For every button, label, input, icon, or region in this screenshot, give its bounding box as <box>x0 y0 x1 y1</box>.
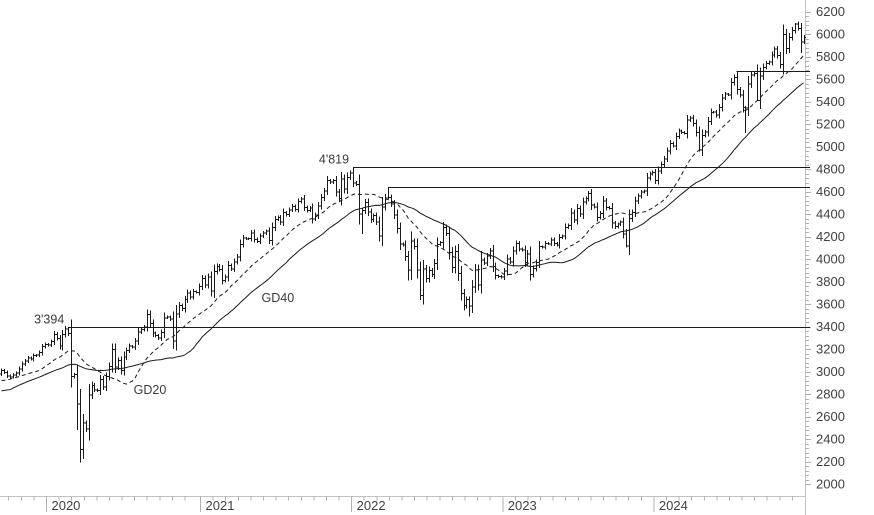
y-tick-label: 2800 <box>816 387 845 402</box>
ohlc-bars <box>0 21 807 463</box>
y-tick-label: 3600 <box>816 297 845 312</box>
y-tick-label: 3400 <box>816 319 845 334</box>
gd20-label: GD20 <box>134 383 167 397</box>
x-year-label: 2024 <box>659 498 688 513</box>
y-tick-label: 4400 <box>816 207 845 222</box>
x-axis-ticks-and-labels: 2020 2021 2022 2023 2024 <box>8 496 793 513</box>
x-year-label: 2021 <box>206 498 235 513</box>
gd40-moving-average-line <box>1 82 804 392</box>
level-line-label-3394: 3'394 <box>34 313 64 327</box>
y-tick-label: 4200 <box>816 229 845 244</box>
y-tick-label: 3800 <box>816 274 845 289</box>
y-tick-label: 5600 <box>816 72 845 87</box>
y-axis-ticks-and-labels: 6200 6000 5800 5600 5400 5200 5000 4800 4600 4400… <box>805 4 845 492</box>
axes <box>0 0 806 515</box>
y-tick-label: 2200 <box>816 454 845 469</box>
y-tick-label: 4600 <box>816 184 845 199</box>
y-tick-label: 6000 <box>816 27 845 42</box>
gd20-moving-average-line <box>1 55 804 385</box>
x-year-label: 2023 <box>508 498 537 513</box>
y-tick-label: 5000 <box>816 139 845 154</box>
y-tick-label: 2000 <box>816 477 845 492</box>
y-tick-label: 5400 <box>816 94 845 109</box>
y-tick-label: 2400 <box>816 432 845 447</box>
y-tick-label: 6200 <box>816 4 845 19</box>
gd40-label: GD40 <box>262 291 295 305</box>
y-tick-label: 3000 <box>816 364 845 379</box>
y-tick-label: 2600 <box>816 409 845 424</box>
y-tick-label: 3200 <box>816 342 845 357</box>
level-line-label-4819: 4'819 <box>319 153 349 167</box>
y-tick-label: 4000 <box>816 252 845 267</box>
y-tick-label: 5200 <box>816 117 845 132</box>
y-tick-label: 5800 <box>816 49 845 64</box>
x-year-label: 2022 <box>357 498 386 513</box>
x-year-label: 2020 <box>51 498 80 513</box>
y-tick-label: 4800 <box>816 162 845 177</box>
